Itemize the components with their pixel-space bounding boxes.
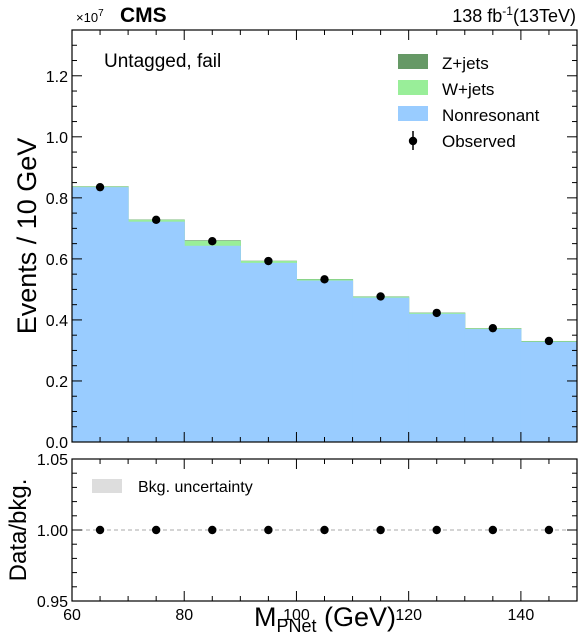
ratio-point-3 (264, 525, 273, 535)
chart-header: ×107 CMS 138 fb-1(13TeV) (76, 4, 576, 27)
main-panel: 0.0 0.2 0.4 0.6 0.8 1.0 1.2 Untagged, fail Z+j… (12, 29, 578, 452)
observed-points (95, 182, 554, 346)
ratio-y-axis: 0.95 1.00 1.05 (37, 452, 577, 611)
main-y-tick-label: 0.4 (46, 313, 68, 330)
luminosity-label: 138 fb-1(13TeV) (452, 4, 576, 26)
main-y-axis: 0.0 0.2 0.4 0.6 0.8 1.0 1.2 (46, 44, 577, 452)
observed-point-8 (544, 336, 554, 346)
main-y-tick-label: 1.0 (46, 130, 68, 147)
x-tick-label: 120 (395, 607, 422, 624)
observed-point-3 (264, 256, 273, 266)
ratio-y-tick-label: 1.00 (37, 523, 68, 540)
y-exponent-label: ×107 (76, 8, 104, 25)
ratio-points (95, 525, 554, 535)
bar-nonresonant-1 (128, 221, 185, 442)
bar-nonresonant-2 (184, 245, 241, 442)
legend: Z+jets W+jets Nonresonant Observed (398, 54, 540, 151)
ratio-y-tick-label: 1.05 (37, 452, 68, 469)
ratio-point-0 (95, 525, 105, 535)
main-y-axis-title: Events / 10 GeV (12, 138, 42, 335)
legend-label-2: Nonresonant (442, 106, 540, 125)
legend-swatch-2 (398, 106, 428, 121)
experiment-label: CMS (120, 4, 167, 27)
bar-nonresonant-8 (520, 341, 578, 442)
observed-point-6 (432, 308, 441, 318)
x-tick-label: 60 (63, 607, 81, 624)
observed-point-0 (95, 182, 105, 192)
bar-nonresonant-4 (296, 280, 354, 442)
legend-swatch-0 (398, 54, 428, 69)
main-y-tick-label: 0.8 (46, 191, 68, 208)
ratio-point-1 (151, 525, 161, 535)
legend-label-0: Z+jets (442, 54, 489, 73)
main-y-tick-label: 0.0 (46, 435, 68, 452)
ratio-point-6 (432, 525, 441, 535)
x-tick-label: 80 (175, 607, 193, 624)
region-label: Untagged, fail (104, 51, 221, 72)
stacked-histogram (72, 186, 578, 442)
ratio-y-tick-label: 0.95 (37, 594, 68, 611)
ratio-panel: 0.95 1.00 1.05 60 80 100 120 140 Bkg. uncertai… (5, 452, 578, 633)
observed-point-1 (151, 215, 161, 225)
observed-point-7 (488, 323, 498, 333)
main-x-ticks (71, 30, 578, 442)
legend-label-3: Observed (442, 132, 516, 151)
ratio-point-4 (320, 525, 329, 535)
x-tick-label: 140 (508, 607, 535, 624)
main-y-tick-label: 0.2 (46, 374, 68, 391)
legend-label-1: W+jets (442, 80, 494, 99)
main-y-tick-label: 0.6 (46, 252, 68, 269)
bkg-uncertainty-swatch (92, 479, 122, 493)
main-y-tick-label: 1.2 (46, 69, 68, 86)
observed-point-2 (208, 236, 217, 246)
bar-nonresonant-0 (72, 187, 129, 442)
legend-marker-3 (408, 136, 418, 146)
ratio-point-7 (488, 525, 498, 535)
x-axis-title: MPNet (GeV) (254, 602, 396, 633)
bar-nonresonant-3 (240, 262, 297, 442)
bkg-uncertainty-label: Bkg. uncertainty (138, 479, 253, 496)
ratio-point-2 (208, 525, 217, 535)
ratio-point-8 (544, 525, 554, 535)
observed-point-4 (320, 275, 329, 284)
bar-nonresonant-6 (408, 313, 466, 442)
legend-swatch-1 (398, 80, 428, 95)
observed-point-5 (376, 292, 385, 301)
bar-nonresonant-7 (464, 329, 522, 442)
ratio-x-axis: 60 80 100 120 140 (63, 459, 578, 624)
x-tick-label: 100 (283, 607, 310, 624)
ratio-point-5 (376, 525, 385, 535)
ratio-y-axis-title: Data/bkg. (5, 479, 32, 582)
bar-nonresonant-5 (352, 297, 410, 442)
